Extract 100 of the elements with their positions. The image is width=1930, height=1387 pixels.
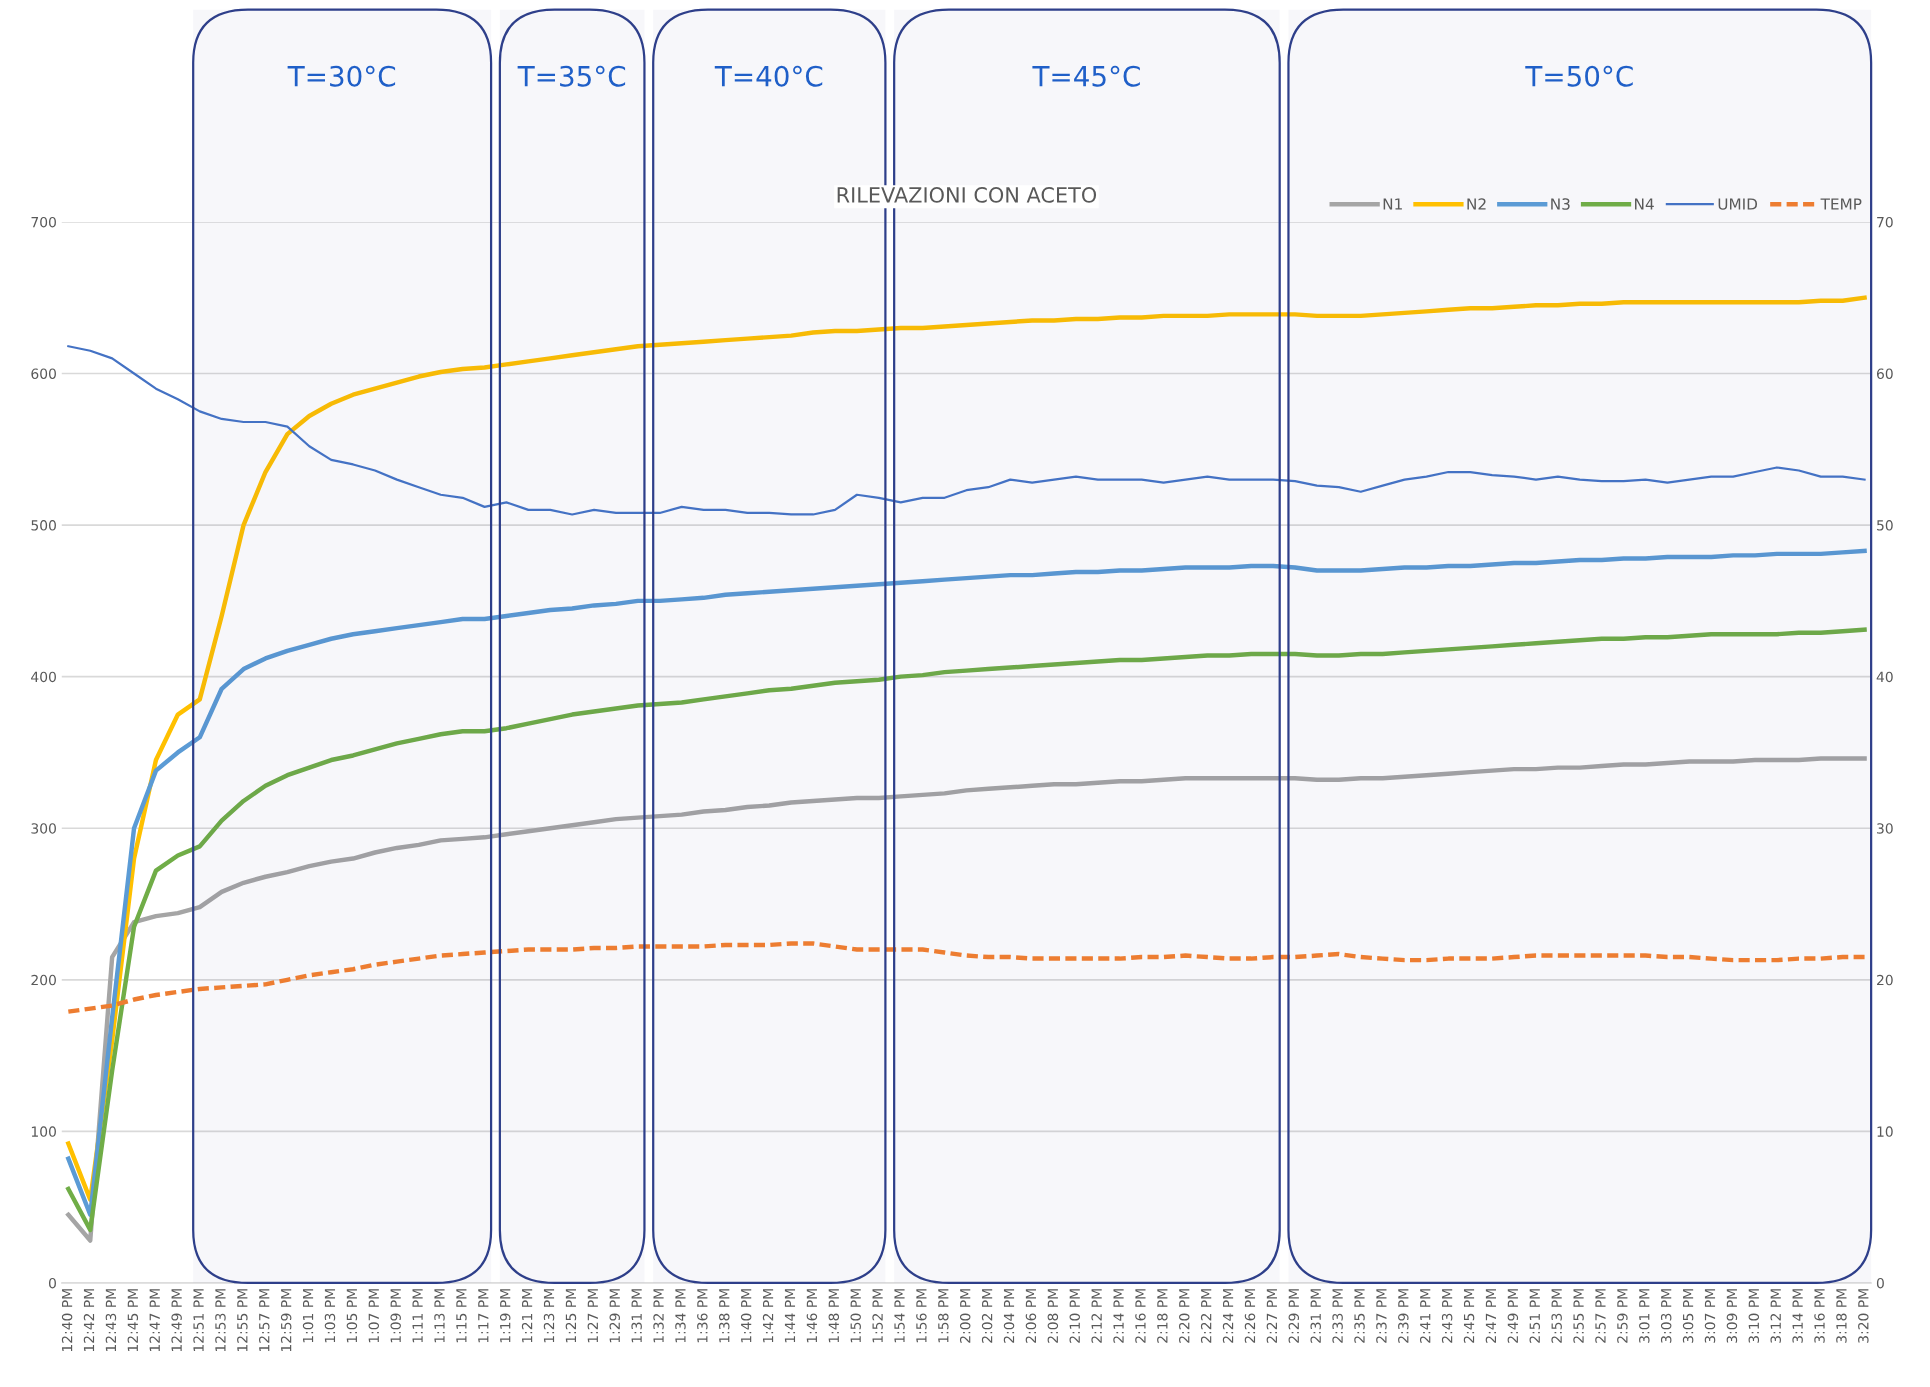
- x-tick-label: 1:38 PM: [719, 1289, 730, 1343]
- y2-tick-label: 20: [1877, 974, 1893, 986]
- x-tick-label: 12:42 PM: [83, 1289, 95, 1352]
- x-tick-label: 1:44 PM: [784, 1289, 796, 1343]
- x-tick-label: 2:37 PM: [1376, 1289, 1387, 1343]
- x-tick-label: 2:31 PM: [1310, 1289, 1321, 1343]
- band-label: T=50°C: [1525, 65, 1633, 87]
- y2-tick-label: 50: [1877, 520, 1893, 531]
- x-tick-label: 2:20 PM: [1179, 1289, 1190, 1343]
- x-tick-label: 1:15 PM: [456, 1289, 467, 1343]
- x-tick-label: 2:33 PM: [1332, 1289, 1343, 1343]
- x-tick-label: 1:58 PM: [938, 1289, 949, 1343]
- x-tick-label: 1:07 PM: [368, 1289, 380, 1343]
- x-tick-label: 3:01 PM: [1639, 1289, 1650, 1343]
- x-tick-label: 1:09 PM: [390, 1289, 401, 1343]
- x-tick-label: 2:27 PM: [1266, 1289, 1277, 1343]
- legend-label: N2: [1467, 198, 1486, 210]
- band-label: T=35°C: [517, 65, 626, 87]
- line-series: [66, 941, 1867, 1014]
- y-tick-label: 600: [31, 368, 56, 379]
- x-tick-label: 1:13 PM: [434, 1289, 445, 1343]
- x-tick-label: 2:12 PM: [1091, 1289, 1102, 1343]
- y2-tick-label: 30: [1877, 823, 1893, 834]
- x-tick-label: 3:14 PM: [1792, 1289, 1803, 1343]
- y-tick-label: 700: [31, 216, 56, 228]
- x-tick-label: 12:53 PM: [215, 1289, 226, 1352]
- y-tick-label: 500: [31, 520, 56, 531]
- x-tick-label: 2:14 PM: [1113, 1289, 1124, 1343]
- x-tick-label: 2:59 PM: [1617, 1289, 1628, 1343]
- x-tick-label: 12:45 PM: [127, 1289, 139, 1352]
- legend-label: N3: [1551, 198, 1570, 210]
- x-tick-label: 1:25 PM: [565, 1289, 577, 1343]
- x-tick-label: 1:03 PM: [324, 1289, 336, 1343]
- x-tick-label: 3:12 PM: [1770, 1289, 1781, 1343]
- x-tick-label: 3:05 PM: [1682, 1289, 1694, 1343]
- x-tick-label: 2:18 PM: [1157, 1289, 1168, 1343]
- band-label: T=40°C: [714, 65, 823, 87]
- x-tick-label: 1:34 PM: [675, 1289, 686, 1343]
- x-tick-label: 1:50 PM: [850, 1289, 861, 1343]
- x-tick-label: 1:56 PM: [916, 1289, 927, 1343]
- y2-tick-label: 60: [1876, 368, 1893, 379]
- x-tick-label: 2:22 PM: [1200, 1289, 1212, 1343]
- x-tick-label: 12:43 PM: [105, 1289, 117, 1352]
- x-tick-label: 1:23 PM: [543, 1289, 555, 1343]
- line-series: [66, 295, 1867, 1202]
- y2-tick-label: 70: [1877, 216, 1893, 228]
- x-tick-label: 2:08 PM: [1047, 1289, 1059, 1343]
- x-tick-label: 2:10 PM: [1069, 1289, 1080, 1343]
- x-tick-label: 2:55 PM: [1573, 1289, 1584, 1343]
- x-tick-label: 1:01 PM: [302, 1289, 314, 1343]
- x-tick-label: 1:17 PM: [478, 1289, 489, 1343]
- x-tick-label: 2:47 PM: [1485, 1289, 1497, 1343]
- y-tick-label: 300: [31, 823, 56, 834]
- x-tick-label: 2:04 PM: [1003, 1289, 1015, 1343]
- legend-label: UMID: [1718, 198, 1758, 210]
- x-tick-label: 12:59 PM: [280, 1289, 292, 1352]
- x-tick-label: 12:49 PM: [171, 1289, 182, 1352]
- x-tick-label: 2:53 PM: [1551, 1289, 1562, 1343]
- x-tick-label: 1:54 PM: [894, 1289, 905, 1343]
- x-tick-label: 12:55 PM: [237, 1289, 248, 1352]
- x-tick-label: 1:31 PM: [631, 1289, 642, 1343]
- y-tick-label: 400: [31, 671, 56, 683]
- x-tick-label: 1:29 PM: [609, 1289, 620, 1343]
- chart-title: RILEVAZIONI CON ACETO: [837, 187, 1097, 203]
- x-tick-label: 1:27 PM: [587, 1289, 598, 1343]
- legend-label: TEMP: [1820, 198, 1862, 210]
- x-tick-label: 2:41 PM: [1419, 1289, 1431, 1343]
- x-tick-label: 2:24 PM: [1222, 1289, 1234, 1343]
- x-tick-label: 12:40 PM: [61, 1289, 73, 1352]
- x-tick-label: 2:26 PM: [1244, 1289, 1256, 1343]
- x-tick-label: 2:16 PM: [1135, 1289, 1146, 1343]
- x-tick-label: 1:11 PM: [412, 1289, 423, 1343]
- y2-tick-label: 40: [1876, 671, 1893, 683]
- x-tick-label: 3:10 PM: [1748, 1289, 1760, 1343]
- x-tick-label: 1:32 PM: [653, 1289, 664, 1343]
- y2-tick-label: 0: [1876, 1277, 1884, 1289]
- line-series: [66, 756, 1867, 1243]
- x-tick-label: 3:09 PM: [1726, 1289, 1738, 1343]
- x-tick-label: 2:00 PM: [959, 1289, 971, 1343]
- x-tick-label: 3:03 PM: [1660, 1289, 1672, 1343]
- x-tick-label: 2:45 PM: [1463, 1289, 1475, 1343]
- y2-tick-label: 10: [1877, 1126, 1893, 1137]
- x-tick-label: 2:06 PM: [1025, 1289, 1037, 1343]
- x-tick-label: 2:49 PM: [1507, 1289, 1519, 1343]
- x-tick-label: 1:36 PM: [697, 1289, 708, 1343]
- x-tick-label: 2:43 PM: [1441, 1289, 1453, 1343]
- x-tick-label: 2:02 PM: [981, 1289, 993, 1343]
- x-tick-label: 3:07 PM: [1704, 1289, 1716, 1343]
- x-tick-label: 12:51 PM: [193, 1289, 204, 1352]
- y-tick-label: 100: [31, 1126, 56, 1137]
- y-tick-label: 0: [48, 1277, 56, 1289]
- x-tick-label: 1:42 PM: [762, 1289, 774, 1343]
- x-tick-label: 1:05 PM: [346, 1289, 358, 1343]
- band-label: T=45°C: [1032, 65, 1140, 87]
- x-tick-label: 1:46 PM: [806, 1289, 818, 1343]
- x-tick-label: 1:40 PM: [740, 1289, 752, 1343]
- legend-label: N1: [1383, 198, 1402, 210]
- x-tick-label: 3:18 PM: [1836, 1289, 1847, 1343]
- x-tick-label: 2:57 PM: [1595, 1289, 1606, 1343]
- x-tick-label: 1:21 PM: [521, 1289, 533, 1343]
